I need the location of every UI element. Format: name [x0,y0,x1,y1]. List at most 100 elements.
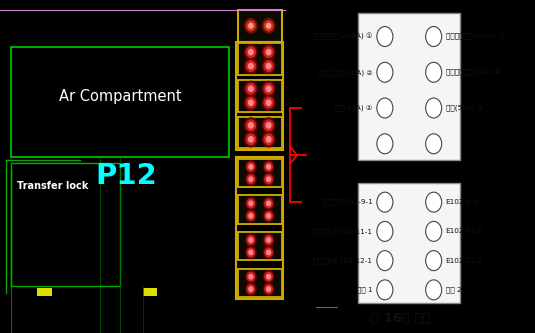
Bar [238,232,282,260]
Bar [11,47,229,157]
Circle shape [249,250,253,255]
Text: 칠러(50A) ②: 칠러(50A) ② [335,105,373,111]
Circle shape [426,62,442,82]
Circle shape [249,165,253,169]
Circle shape [266,100,271,105]
Circle shape [426,192,442,212]
Text: E102-12-2: E102-12-2 [446,258,483,264]
Text: 파워서플라이(20A) ②: 파워서플라이(20A) ② [318,69,373,76]
Circle shape [263,210,274,222]
Circle shape [246,246,256,258]
Circle shape [247,163,255,171]
Circle shape [246,210,256,222]
Circle shape [265,236,272,244]
Circle shape [267,201,271,205]
Circle shape [246,97,255,108]
Bar [238,232,282,260]
Circle shape [265,211,272,220]
Circle shape [267,177,271,181]
Circle shape [264,134,273,145]
Circle shape [266,86,271,92]
Circle shape [249,214,253,218]
Text: (따스윜1)E102-11-1: (따스윜1)E102-11-1 [312,228,373,235]
Circle shape [249,201,253,205]
Circle shape [246,47,255,58]
Circle shape [263,271,274,283]
Circle shape [263,246,274,258]
Circle shape [377,221,393,241]
Circle shape [249,63,253,69]
Circle shape [249,287,253,291]
Bar [238,117,282,148]
Text: (발열재)E102-9-1: (발열재)E102-9-1 [321,199,373,205]
Text: 저울 2: 저울 2 [446,287,461,293]
Circle shape [247,175,255,183]
Circle shape [262,81,275,96]
Bar [236,42,284,150]
Circle shape [244,45,257,60]
Circle shape [249,137,253,142]
Circle shape [244,59,257,74]
Bar [238,269,282,297]
Circle shape [265,272,272,281]
Circle shape [262,95,275,110]
Circle shape [266,50,271,55]
Circle shape [249,177,253,181]
Circle shape [246,134,255,145]
Text: 파워서플라이(200A) ③: 파워서플라이(200A) ③ [446,33,505,40]
Circle shape [262,45,275,60]
Text: 칠러(50A) ③: 칠러(50A) ③ [446,105,483,112]
Circle shape [262,118,275,133]
Circle shape [266,123,271,128]
Circle shape [377,27,393,47]
Circle shape [262,59,275,74]
Circle shape [249,274,253,279]
Bar [238,43,282,75]
Circle shape [262,18,275,33]
Bar [238,80,282,112]
Bar [238,43,282,75]
Bar [238,195,282,224]
Bar [238,159,282,187]
Circle shape [265,199,272,208]
Circle shape [264,61,273,71]
Circle shape [267,238,271,242]
Bar [238,269,282,297]
Circle shape [267,287,271,291]
Circle shape [246,234,256,246]
Bar [238,159,282,187]
Circle shape [263,197,274,209]
Circle shape [249,50,253,55]
Circle shape [264,120,273,131]
Circle shape [377,192,393,212]
Circle shape [263,161,274,173]
Circle shape [426,251,442,271]
Circle shape [377,134,393,154]
Circle shape [267,165,271,169]
Circle shape [246,84,255,94]
Circle shape [247,199,255,208]
Circle shape [244,132,257,147]
Circle shape [263,283,274,295]
Circle shape [247,236,255,244]
Text: (따스윜2)E102-12-1: (따스윜2)E102-12-1 [312,257,373,264]
Bar [238,80,282,112]
Circle shape [249,123,253,128]
Circle shape [263,234,274,246]
Bar [11,163,120,286]
Circle shape [265,175,272,183]
Circle shape [426,134,442,154]
Circle shape [267,274,271,279]
Text: Ar Compartment: Ar Compartment [59,89,181,104]
Circle shape [266,23,271,28]
Circle shape [264,97,273,108]
Bar [143,288,157,296]
Text: 파워서플라이(200A) ①: 파워서플라이(200A) ① [314,33,373,40]
Circle shape [247,248,255,257]
Text: 저울 1: 저울 1 [357,287,373,293]
Bar [238,117,282,148]
Circle shape [426,27,442,47]
Circle shape [246,271,256,283]
Circle shape [377,98,393,118]
Bar [358,13,460,160]
